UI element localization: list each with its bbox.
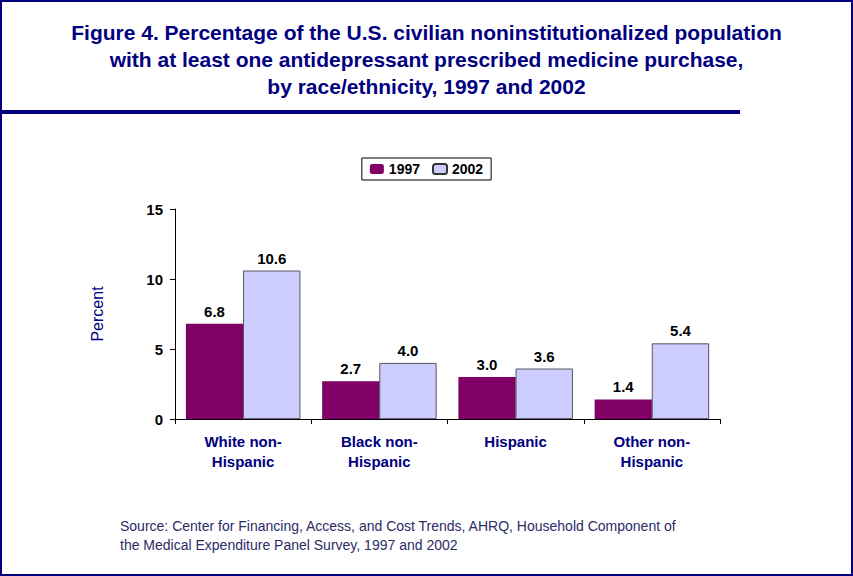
svg-text:Other non-: Other non- <box>614 433 691 450</box>
svg-text:Hispanic: Hispanic <box>212 453 275 470</box>
svg-text:Hispanic: Hispanic <box>484 433 547 450</box>
svg-text:1997: 1997 <box>389 161 420 177</box>
svg-text:Figure 4. Percentage of the U.: Figure 4. Percentage of the U.S. civilia… <box>71 21 782 44</box>
svg-text:5: 5 <box>155 341 163 358</box>
svg-text:15: 15 <box>146 201 163 218</box>
svg-text:Hispanic: Hispanic <box>348 453 411 470</box>
svg-text:by race/ethnicity, 1997 and 20: by race/ethnicity, 1997 and 2002 <box>267 75 585 98</box>
svg-text:3.6: 3.6 <box>534 348 555 365</box>
svg-text:2.7: 2.7 <box>340 360 361 377</box>
svg-text:0: 0 <box>155 411 163 428</box>
svg-text:6.8: 6.8 <box>204 303 225 320</box>
svg-text:Hispanic: Hispanic <box>621 453 684 470</box>
svg-text:the Medical Expenditure Panel: the Medical Expenditure Panel Survey, 19… <box>120 537 458 553</box>
svg-text:White non-: White non- <box>204 433 281 450</box>
svg-text:5.4: 5.4 <box>670 322 692 339</box>
svg-text:Source: Center for Financing,: Source: Center for Financing, Access, an… <box>120 518 676 534</box>
svg-text:10: 10 <box>146 271 163 288</box>
svg-text:3.0: 3.0 <box>477 356 498 373</box>
svg-text:Black non-: Black non- <box>341 433 418 450</box>
svg-text:1.4: 1.4 <box>613 378 635 395</box>
svg-text:with at least one antidepressa: with at least one antidepressant prescri… <box>109 48 744 71</box>
svg-text:2002: 2002 <box>452 161 483 177</box>
svg-text:4.0: 4.0 <box>398 342 419 359</box>
svg-text:10.6: 10.6 <box>257 250 286 267</box>
svg-text:Percent: Percent <box>89 286 106 342</box>
